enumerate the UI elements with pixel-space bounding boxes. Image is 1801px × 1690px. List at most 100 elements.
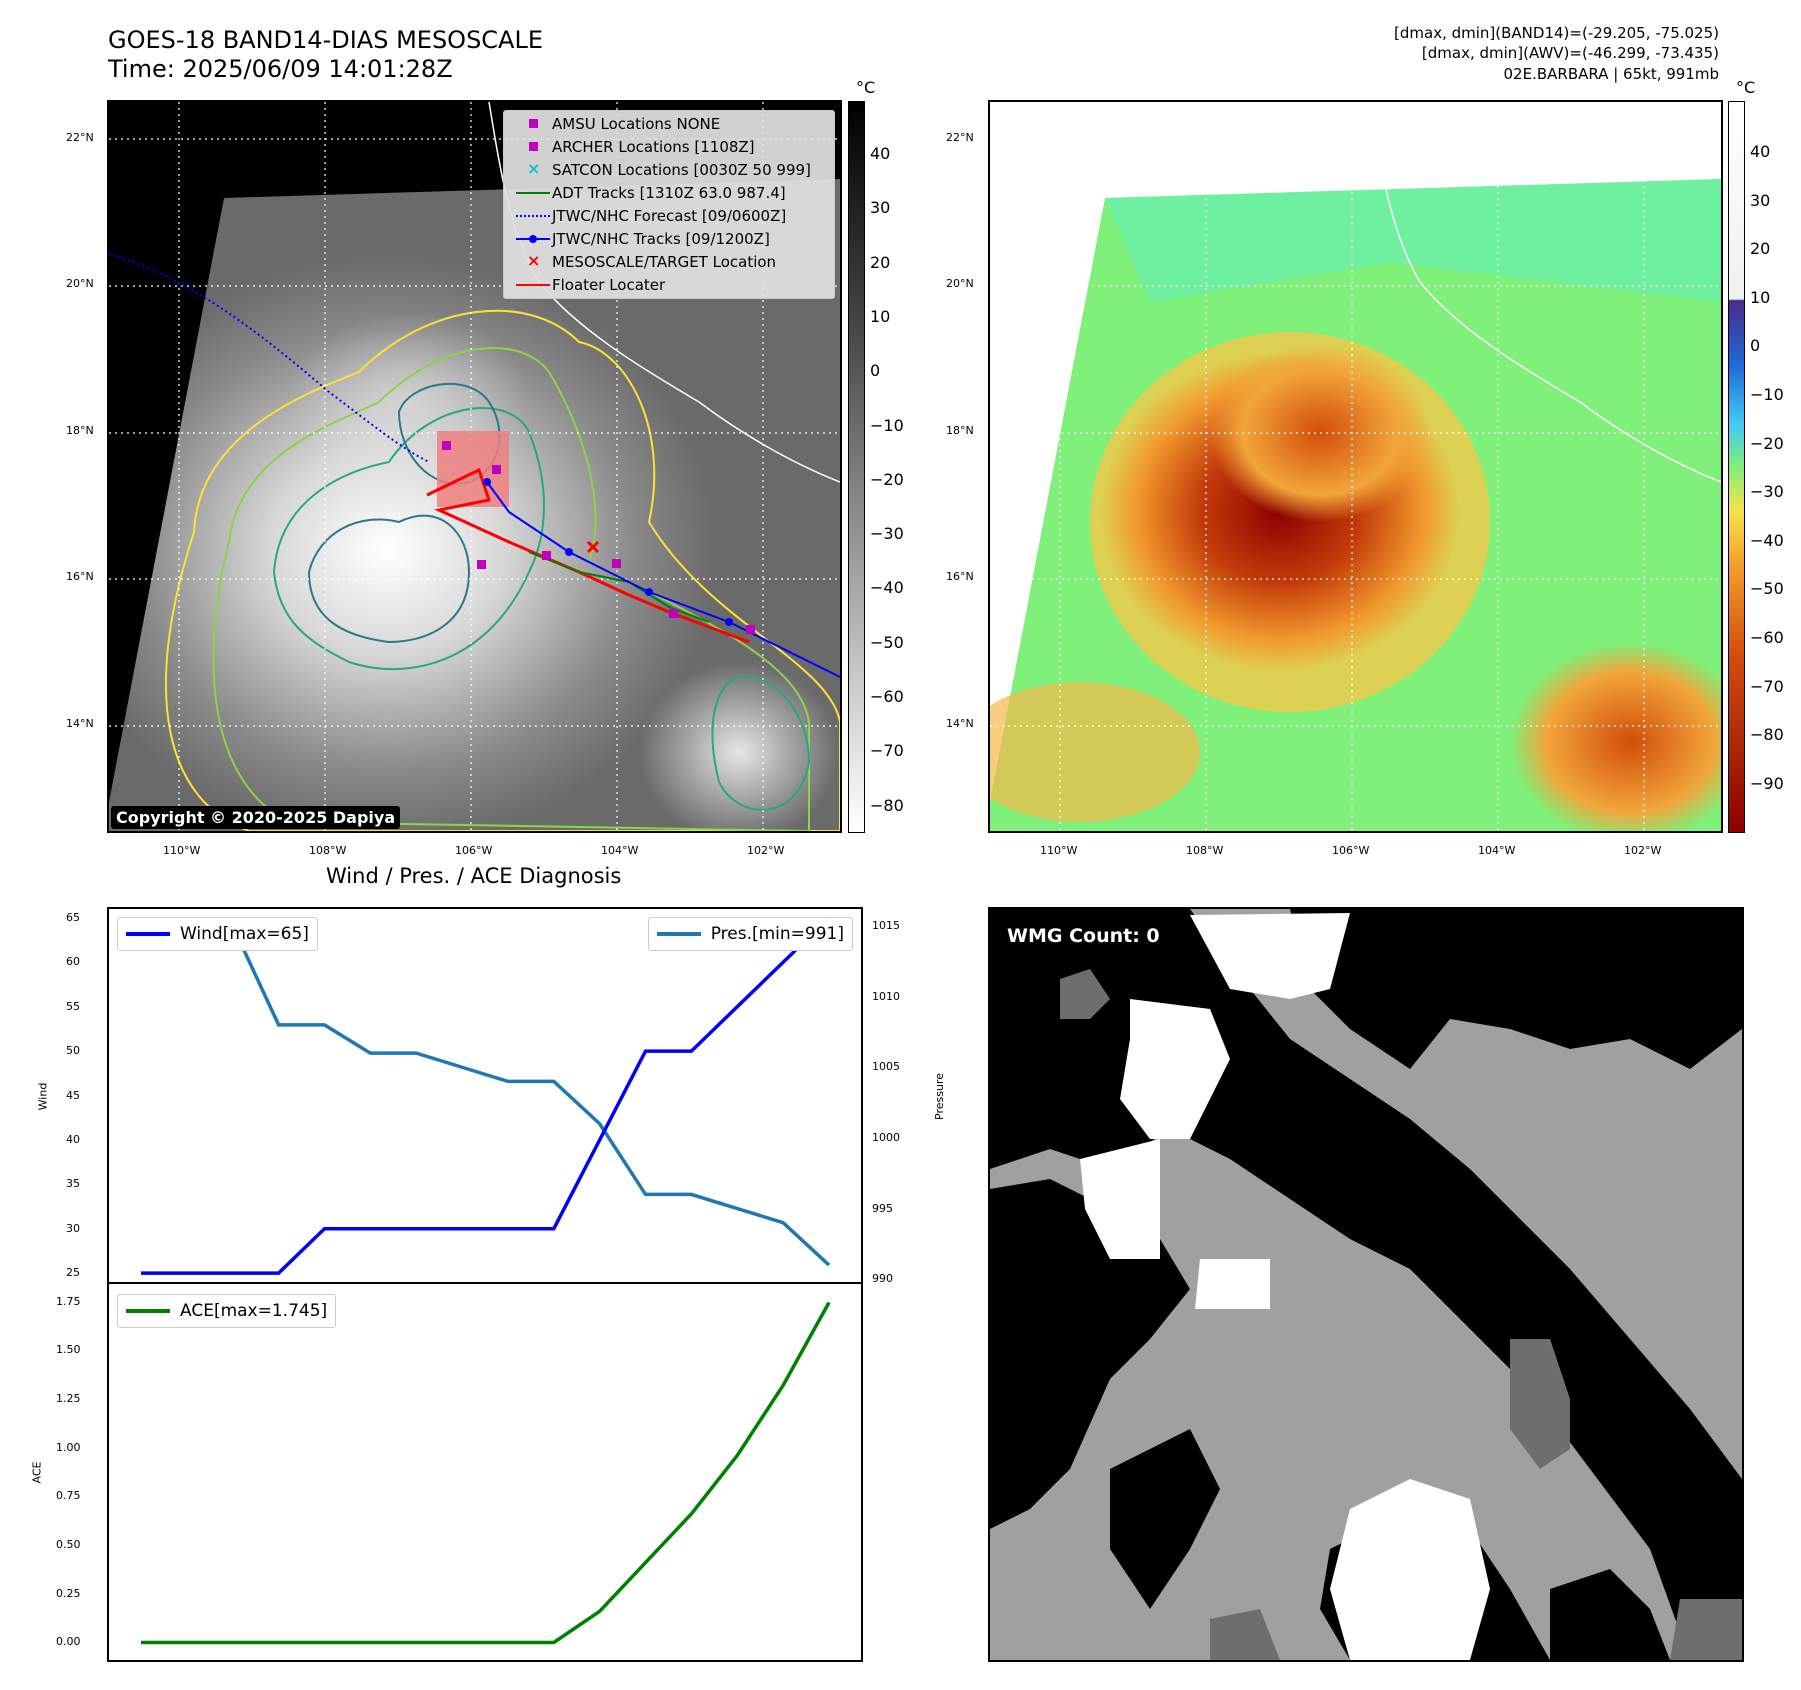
wind-axis-label: Wind <box>36 1082 50 1111</box>
axis-tick-label: 10 <box>1750 287 1771 307</box>
axis-tick-label: −50 <box>1750 579 1784 599</box>
lon-label: 104°W <box>601 844 639 857</box>
legend-line <box>516 192 550 194</box>
legend-item-amsu: AMSU Locations NONE <box>514 113 720 135</box>
lat-label: 14°N <box>66 717 94 730</box>
wind-series-line <box>141 916 831 1275</box>
axis-tick-label: −10 <box>1750 385 1784 404</box>
axis-tick-label: −90 <box>1750 773 1784 793</box>
pressure-tick-label: 1010 <box>872 989 900 1003</box>
axis-tick-label: −20 <box>870 469 904 489</box>
lon-label: 110°W <box>163 844 201 857</box>
legend-item-adt: ADT Tracks [1310Z 63.0 987.4] <box>514 182 786 204</box>
colorbar-unit-right: °C <box>1736 78 1756 97</box>
legend-marker <box>529 142 538 151</box>
copyright-badge: Copyright © 2020-2025 Dapiya <box>111 806 401 829</box>
pressure-tick-label: 1000 <box>872 1130 900 1144</box>
axis-tick-label: −30 <box>870 524 904 544</box>
pressure-tick-label: 1015 <box>872 918 900 932</box>
legend-marker <box>529 119 538 128</box>
ace-legend: ACE[max=1.745] <box>117 1294 337 1328</box>
map-legend: AMSU Locations NONE ARCHER Locations [11… <box>503 110 835 299</box>
axis-tick-label: −60 <box>870 687 904 706</box>
colorbar-right <box>1728 101 1745 833</box>
x-marker-icon: × <box>527 251 541 270</box>
axis-tick-label: −60 <box>1750 628 1784 647</box>
lon-label: 108°W <box>309 844 347 857</box>
awv-satellite-image <box>990 102 1721 831</box>
axis-tick-label: −70 <box>1750 676 1784 696</box>
axis-tick-label: −80 <box>870 795 904 815</box>
axis-tick-label: 40 <box>870 144 891 163</box>
pressure-series-line <box>141 924 831 1267</box>
legend-item-forecast: JTWC/NHC Forecast [09/0600Z] <box>514 205 786 227</box>
lat-label: 18°N <box>946 424 974 437</box>
awv-map-panel <box>988 100 1723 833</box>
legend-item-tracks: JTWC/NHC Tracks [09/1200Z] <box>514 228 770 250</box>
legend-dot <box>529 235 537 243</box>
pressure-tick-label: 995 <box>872 1201 893 1215</box>
lat-label: 16°N <box>66 570 94 583</box>
axis-tick-label: −20 <box>1750 433 1784 453</box>
ir-satellite-image <box>109 102 840 831</box>
ace-panel: ACE[max=1.745] <box>107 1282 863 1662</box>
pressure-axis-label: Pressure <box>932 1073 946 1120</box>
lat-label: 22°N <box>66 131 94 144</box>
axis-tick-label: −50 <box>870 632 904 652</box>
ace-tick-label: 0.25 <box>56 1586 81 1600</box>
legend-line <box>516 284 550 286</box>
lat-label: 16°N <box>946 570 974 583</box>
axis-tick-label: 0 <box>870 361 881 381</box>
lon-label: 106°W <box>455 844 493 857</box>
axis-tick-label: 20 <box>870 252 891 272</box>
axis-tick-label: 20 <box>1750 239 1771 259</box>
wind-tick-label: 65 <box>66 910 80 924</box>
ace-axis-label: ACE <box>30 1461 44 1484</box>
colorbar-unit-left: °C <box>856 78 876 97</box>
wmg-count-badge: WMG Count: 0 <box>1000 921 1167 951</box>
legend-line <box>126 932 170 936</box>
x-marker-icon: × <box>527 159 541 178</box>
pressure-legend: Pres.[min=991] <box>647 917 853 951</box>
ace-tick-label: 1.50 <box>56 1343 81 1357</box>
pressure-tick-label: 990 <box>872 1272 893 1286</box>
lat-label: 22°N <box>946 131 974 144</box>
axis-tick-label: 10 <box>870 306 891 326</box>
axis-tick-label: 40 <box>1750 142 1771 161</box>
axis-tick-label: 30 <box>1750 190 1771 210</box>
ace-series-line <box>141 1301 831 1645</box>
legend-item-archer: ARCHER Locations [1108Z] <box>514 136 755 158</box>
lon-label: 106°W <box>1332 844 1370 857</box>
ace-tick-label: 0.75 <box>56 1489 81 1503</box>
legend-line <box>516 215 550 217</box>
axis-tick-label: 0 <box>1750 336 1761 356</box>
lon-label: 110°W <box>1040 844 1078 857</box>
axis-tick-label: −10 <box>870 415 904 435</box>
legend-line <box>126 1309 170 1313</box>
lat-label: 18°N <box>66 424 94 437</box>
wind-tick-label: 45 <box>66 1088 80 1102</box>
lat-label: 20°N <box>66 277 94 290</box>
wind-pressure-panel: Wind[max=65] Pres.[min=991] <box>107 907 863 1284</box>
axis-tick-label: 30 <box>870 198 891 218</box>
wind-tick-label: 50 <box>66 1044 80 1058</box>
axis-tick-label: −80 <box>1750 725 1784 745</box>
axis-tick-label: −40 <box>1750 530 1784 550</box>
wmg-panel: WMG Count: 0 <box>988 907 1744 1662</box>
wind-tick-label: 35 <box>66 1177 80 1191</box>
dmax-dmin-awv: [dmax, dmin](AWV)=(-46.299, -73.435) <box>1421 44 1719 62</box>
ace-plot <box>141 1301 831 1645</box>
lon-label: 102°W <box>747 844 785 857</box>
ace-tick-label: 1.25 <box>56 1391 81 1405</box>
ace-tick-label: 1.00 <box>56 1440 81 1454</box>
colorbar-left <box>848 101 865 833</box>
storm-info: 02E.BARBARA | 65kt, 991mb <box>1503 65 1719 83</box>
legend-item-satcon: × SATCON Locations [0030Z 50 999] <box>527 159 811 179</box>
lon-label: 104°W <box>1478 844 1516 857</box>
ace-tick-label: 1.75 <box>56 1294 81 1308</box>
pressure-tick-label: 1005 <box>872 1060 900 1074</box>
ir-map-panel: AMSU Locations NONE ARCHER Locations [11… <box>107 100 842 833</box>
axis-tick-label: −40 <box>870 578 904 598</box>
legend-line <box>656 932 701 936</box>
legend-item-target: × MESOSCALE/TARGET Location <box>527 251 777 271</box>
